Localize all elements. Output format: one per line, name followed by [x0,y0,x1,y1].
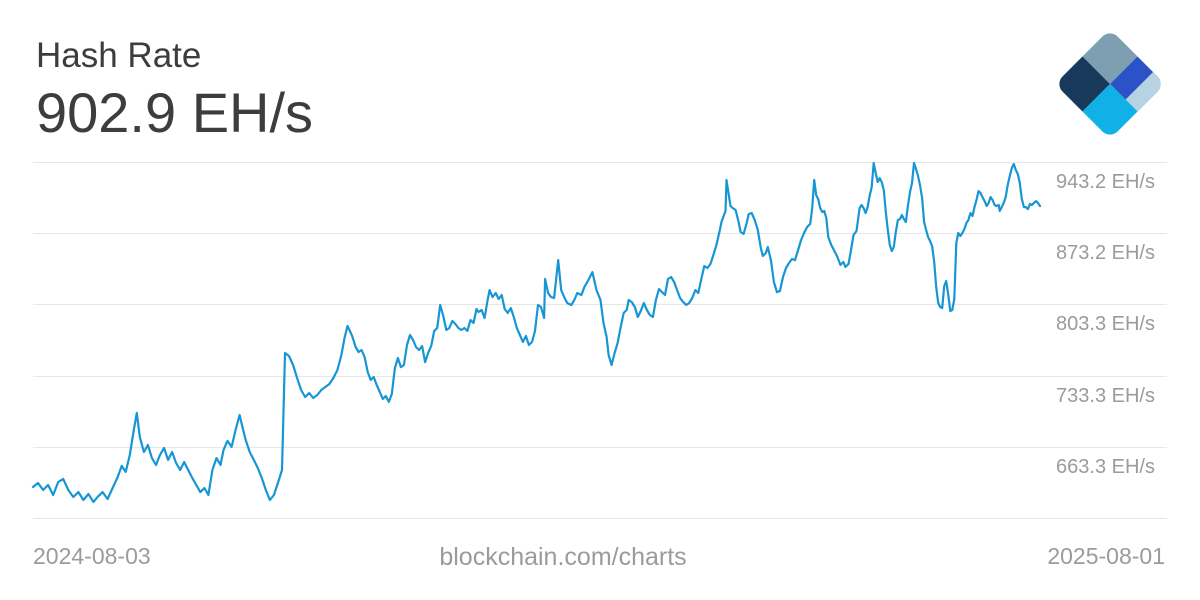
gridline [33,304,1167,306]
current-hash-rate-value: 902.9 EH/s [36,81,314,144]
page-title: Hash Rate [36,36,202,75]
y-axis-tick-label: 663.3 EH/s [1056,455,1155,478]
y-axis-tick-label: 733.3 EH/s [1056,384,1155,407]
hash-rate-line-series[interactable] [31,161,1042,504]
gridline [33,162,1167,163]
y-axis-tick-label: 873.2 EH/s [1056,242,1155,265]
gridline [33,233,1167,235]
y-axis-tick-label: 803.3 EH/s [1056,313,1155,336]
gridline [33,375,1167,377]
watermark-site-url: blockchain.com/charts [439,543,687,571]
gridline [33,518,1167,519]
x-axis-start-date: 2024-08-03 [33,543,151,569]
x-axis-end-date: 2025-08-01 [1047,543,1165,569]
gridline [33,446,1167,448]
y-axis-tick-label: 943.2 EH/s [1056,171,1155,193]
